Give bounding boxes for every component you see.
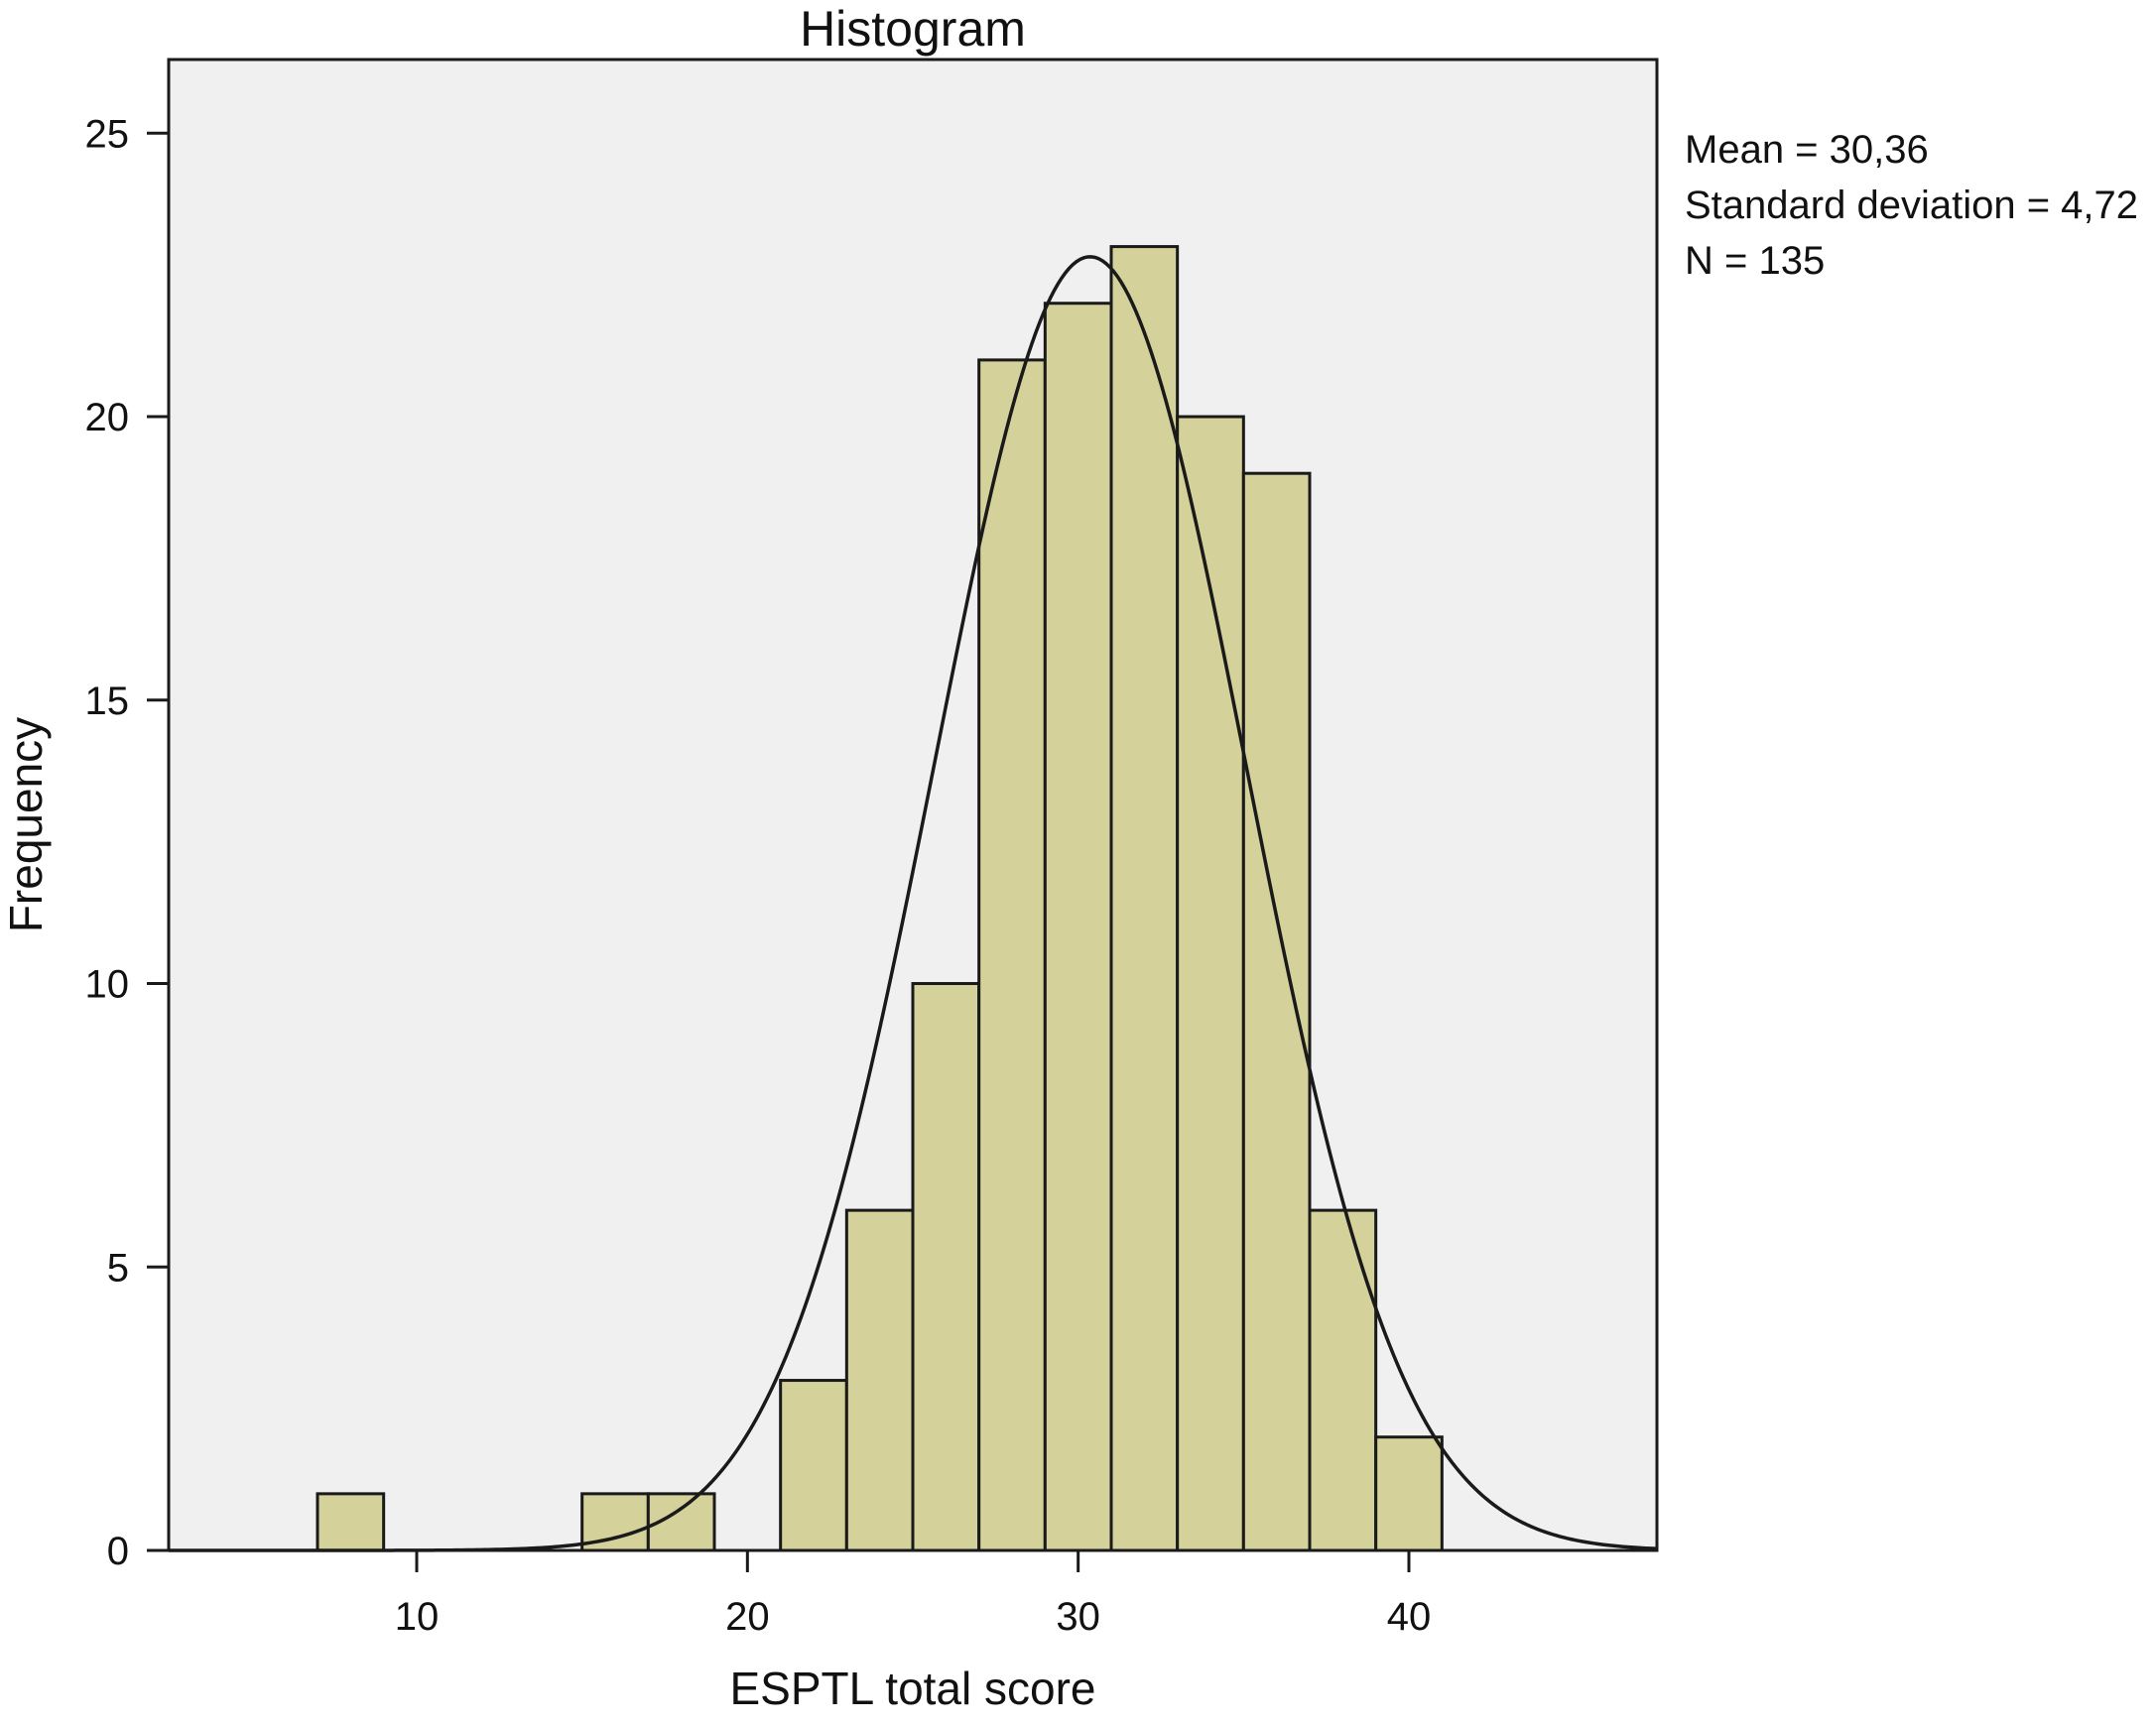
histogram-bar [1043, 302, 1113, 1552]
y-tick-label: 25 [85, 112, 130, 156]
histogram-bar [1374, 1435, 1444, 1552]
histogram-bar [1241, 471, 1312, 1552]
histogram-bar [844, 1208, 915, 1552]
plot-frame [167, 58, 1659, 1552]
ticks-group: 0 5 10 15 20 25 10 20 30 40 [85, 112, 1432, 1639]
chart-title: Histogram [800, 1, 1026, 57]
histogram-bar [911, 982, 981, 1552]
x-tick-label: 40 [1387, 1595, 1432, 1639]
y-tick-label: 10 [85, 963, 130, 1007]
x-tick-label: 30 [1056, 1595, 1100, 1639]
x-tick-label: 10 [395, 1595, 440, 1639]
y-tick-label: 0 [107, 1530, 129, 1573]
histogram-bar [1308, 1208, 1378, 1552]
y-axis-label: Frequency [0, 717, 52, 932]
stat-n: N = 135 [1685, 239, 1825, 283]
stat-standard-deviation: Standard deviation = 4,72 [1685, 184, 2138, 227]
histogram-bar [1176, 415, 1245, 1552]
y-tick-label: 20 [85, 396, 130, 439]
x-axis-label: ESPTL total score [729, 1663, 1095, 1714]
y-tick-label: 15 [85, 679, 130, 723]
stat-mean: Mean = 30,36 [1685, 128, 1929, 172]
histogram-bar [1109, 245, 1180, 1552]
histogram-bar [779, 1379, 848, 1552]
bars-group [316, 245, 1444, 1552]
x-tick-label: 20 [725, 1595, 770, 1639]
histogram-bar [316, 1492, 386, 1552]
axes-group [167, 58, 1659, 1552]
histogram-bar [977, 358, 1047, 1552]
y-tick-label: 5 [107, 1246, 129, 1290]
